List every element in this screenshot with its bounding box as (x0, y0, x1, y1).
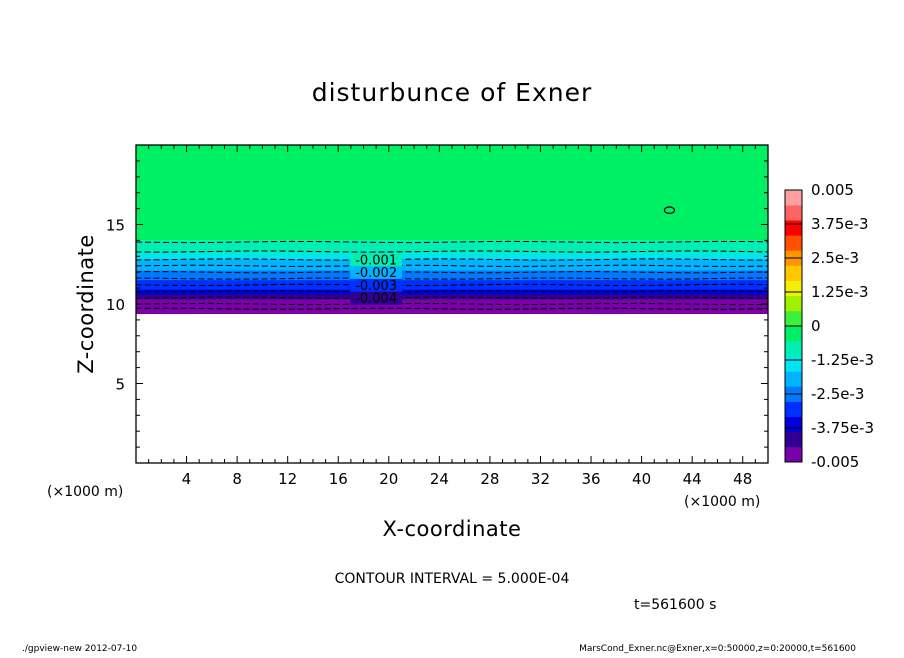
x-tick-label: 24 (430, 470, 449, 488)
shade-band (136, 270, 768, 276)
colorbar-label: 3.75e-3 (811, 215, 869, 233)
shade-band (136, 246, 768, 254)
colorbar-label: -1.25e-3 (811, 351, 874, 369)
x-tick-label: 32 (531, 470, 550, 488)
x-axis-unit: (×1000 m) (684, 494, 760, 510)
x-tick-label: 44 (683, 470, 702, 488)
shade-band (136, 299, 768, 305)
y-axis-unit: (×1000 m) (47, 484, 123, 500)
colorbar-segment (785, 280, 802, 297)
contour-line (135, 296, 769, 299)
colorbar-label: 0.005 (811, 181, 854, 199)
contour-line (135, 283, 769, 287)
y-tick-label: 15 (106, 217, 125, 235)
colorbar-segment (785, 326, 802, 342)
colorbar-segment (785, 341, 802, 357)
colorbar-segment (785, 356, 802, 372)
x-tick-label: 48 (733, 470, 752, 488)
source-info: MarsCond_Exner.nc@Exner,x=0:50000,z=0:20… (579, 644, 856, 654)
contour-label-bg (350, 253, 403, 267)
contour-label: -0.004 (355, 292, 397, 307)
contour-label-bg (350, 266, 403, 280)
colorbar-segment (785, 446, 802, 463)
x-tick-label: 8 (232, 470, 242, 488)
plot-area: -0.001-0.002-0.003-0.004 4 8 12 16 20 24 28 32 3… (106, 144, 769, 488)
shade-band (136, 145, 768, 241)
colorbar-segment (785, 431, 802, 448)
contour-label-bg (350, 278, 403, 292)
contour-line (135, 302, 769, 306)
y-axis-ticks: 5 10 15 (106, 144, 768, 464)
colorbar-segment (785, 295, 802, 312)
contour-line (135, 271, 769, 274)
shade-band (136, 259, 768, 267)
y-tick-label: 5 (115, 376, 125, 394)
time-stamp: t=561600 s (634, 597, 716, 613)
contour-interval-note: CONTOUR INTERVAL = 5.000E-04 (335, 571, 570, 587)
x-tick-label: 4 (182, 470, 192, 488)
shade-band (136, 304, 768, 310)
colorbar-segment (785, 220, 802, 236)
colorbar-label: 2.5e-3 (811, 249, 859, 267)
shade-band (136, 275, 768, 281)
chart-title: disturbunce of Exner (312, 78, 593, 107)
shade-band (136, 280, 768, 286)
colorbar-label: -2.5e-3 (811, 385, 864, 403)
contour-label: -0.003 (355, 279, 397, 294)
shade-band (136, 253, 768, 260)
shade-band (136, 308, 768, 315)
x-tick-label: 40 (632, 470, 651, 488)
contour-label-bg (350, 291, 403, 305)
contour-line (135, 277, 769, 280)
x-axis-ticks: 4 8 12 16 20 24 28 32 36 40 44 48 (135, 145, 769, 488)
colorbar-label: 1.25e-3 (811, 283, 869, 301)
contour-line (135, 264, 769, 267)
colorbar-segment (785, 401, 802, 417)
colorbar-segment (785, 205, 802, 221)
colorbar-segment (785, 265, 802, 281)
contour-label: -0.001 (355, 253, 397, 268)
y-tick-label: 10 (106, 296, 125, 314)
shade-band (136, 284, 768, 291)
x-tick-label: 36 (581, 470, 600, 488)
x-tick-label: 28 (480, 470, 499, 488)
colorbar: 0.005 3.75e-3 2.5e-3 1.25e-3 0 -1.25e-3 -2.5e-… (784, 181, 874, 471)
colorbar-label: -3.75e-3 (811, 419, 874, 437)
shade-band (136, 240, 768, 248)
colorbar-segment (785, 190, 802, 206)
contour-line (135, 240, 769, 244)
contour-line (135, 290, 769, 293)
colorbar-label: -0.005 (811, 453, 859, 471)
x-tick-label: 12 (278, 470, 297, 488)
shade-band (136, 265, 768, 272)
contour-line (135, 258, 769, 261)
shade-band (136, 289, 768, 295)
closed-contour (663, 206, 676, 214)
program-info: ./gpview-new 2012-07-10 (22, 644, 137, 654)
contour-line (135, 250, 769, 253)
contour-label: -0.002 (355, 266, 397, 281)
contour-line (135, 307, 769, 310)
colorbar-label: 0 (811, 317, 821, 335)
contour-lines: -0.001-0.002-0.003-0.004 (135, 206, 769, 310)
contour-shading (136, 145, 768, 315)
x-tick-label: 16 (329, 470, 348, 488)
colorbar-segment (785, 235, 802, 251)
x-axis-label: X-coordinate (383, 517, 522, 541)
x-tick-label: 20 (379, 470, 398, 488)
colorbar-segment (785, 371, 802, 387)
colorbar-segment (785, 310, 802, 327)
y-axis-label: Z-coordinate (74, 234, 98, 374)
colorbar-segment (785, 416, 802, 433)
